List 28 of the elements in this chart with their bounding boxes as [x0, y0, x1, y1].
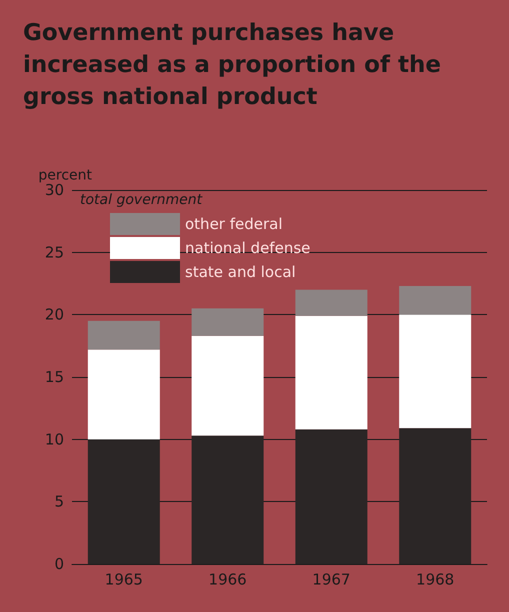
legend-label: other federal — [185, 215, 283, 233]
bar — [88, 350, 160, 440]
bar — [88, 320, 160, 350]
bar — [295, 290, 368, 316]
bar — [192, 436, 264, 564]
legend-label: state and local — [185, 263, 296, 281]
y-tick-label: 30 — [44, 181, 64, 199]
y-tick-label: 5 — [54, 492, 64, 511]
bar — [88, 439, 160, 564]
y-tick-label: 15 — [44, 368, 64, 386]
y-tick-label: 10 — [44, 430, 64, 448]
x-tick-label: 1968 — [416, 570, 454, 588]
bar — [399, 428, 472, 564]
bar — [295, 316, 368, 430]
bar — [295, 429, 368, 564]
y-tick-label: 25 — [44, 243, 64, 262]
x-tick-label: 1965 — [104, 570, 143, 588]
bar — [192, 336, 264, 436]
y-axis-title: percent — [38, 168, 93, 184]
bar — [399, 314, 472, 428]
annotation: total government — [80, 192, 203, 208]
bar — [192, 308, 264, 336]
x-tick-label: 1967 — [312, 570, 350, 588]
y-tick-label: 0 — [54, 555, 64, 573]
chart-title: Government purchases have increased as a proportion of the gross national product — [23, 20, 449, 110]
x-tick-label: 1966 — [208, 570, 247, 588]
y-tick-label: 20 — [44, 306, 64, 324]
bar — [399, 286, 472, 315]
